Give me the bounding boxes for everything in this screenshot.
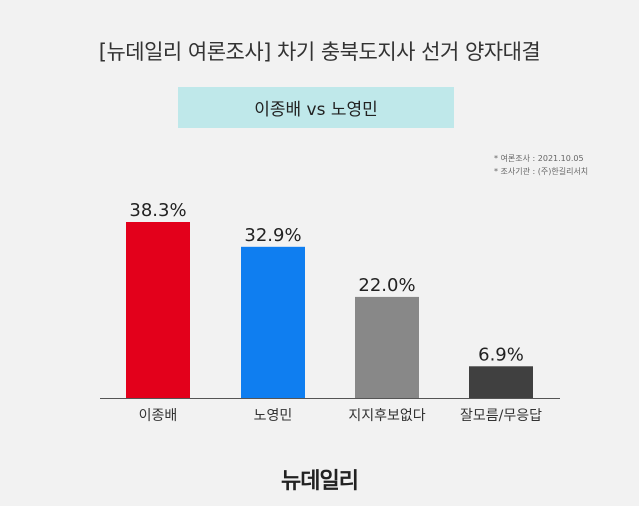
value-label-2: 32.9%: [244, 225, 301, 246]
matchup-banner: 이종배 vs 노영민: [178, 87, 454, 128]
category-label-2: 노영민: [254, 408, 293, 424]
bar-1: [126, 222, 190, 398]
bar-3: [355, 296, 419, 398]
matchup-label: 이종배 vs 노영민: [254, 100, 378, 120]
bar-2: [241, 246, 305, 398]
category-label-4: 잘모름/무응답: [460, 408, 542, 424]
survey-notes: * 여론조사 : 2021.10.05 * 조사기관 : (주)한길리서치: [494, 152, 588, 178]
survey-agency-note: * 조사기관 : (주)한길리서치: [494, 167, 589, 176]
value-label-3: 22.0%: [358, 275, 415, 296]
newdaily-logo: 뉴데일리: [281, 469, 359, 494]
category-label-1: 이종배: [139, 408, 178, 424]
bar-4: [469, 366, 533, 398]
value-label-4: 6.9%: [478, 344, 524, 365]
chart-title: [뉴데일리 여론조사] 차기 충북도지사 선거 양자대결: [98, 40, 541, 64]
survey-date-note: * 여론조사 : 2021.10.05: [494, 154, 584, 163]
value-label-1: 38.3%: [129, 200, 186, 221]
category-label-3: 지지후보없다: [348, 408, 425, 424]
